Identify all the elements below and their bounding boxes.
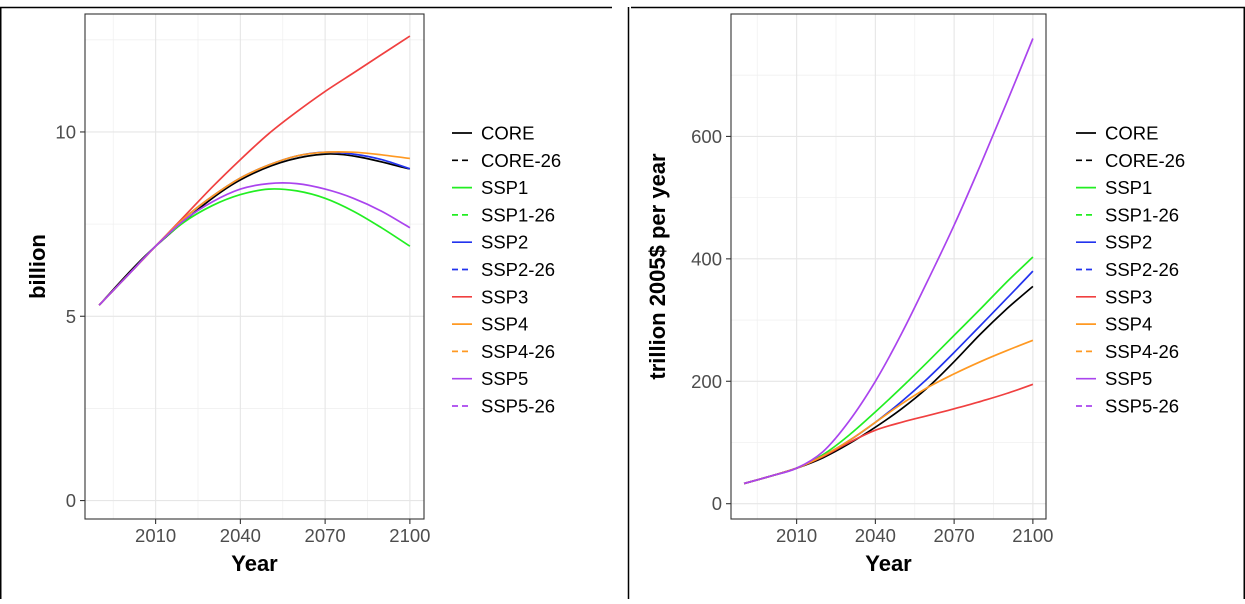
gridlines <box>731 14 1046 519</box>
plot-border <box>84 13 425 520</box>
legend-label-ssp3: SSP3 <box>481 286 528 307</box>
gridlines <box>85 14 424 519</box>
x-tick-label: 2010 <box>776 525 817 546</box>
legend-label-ssp2: SSP2 <box>1105 232 1152 253</box>
x-tick-label: 2040 <box>855 525 896 546</box>
population-chart: 2010 2040 2070 2100 0 5 10 Year billion CORE CORE-… <box>25 13 561 576</box>
x-tick-label: 2100 <box>1012 525 1053 546</box>
y-tick-label: 0 <box>712 493 722 514</box>
series-lines <box>98 35 411 306</box>
y-tick-label: 5 <box>66 306 76 327</box>
y-axis-title: billion <box>25 234 50 299</box>
y-tick-label: 0 <box>66 490 76 511</box>
legend: CORE CORE-26 SSP1 SSP1-26 SSP2 SSP2-26 SSP3 SSP… <box>1076 123 1185 417</box>
legend-label-ssp5-26: SSP5-26 <box>1105 396 1179 417</box>
legend-label-ssp4-26: SSP4-26 <box>1105 341 1179 362</box>
y-axis-title: trillion 2005$ per year <box>645 153 670 380</box>
x-axis-title: Year <box>231 551 278 576</box>
axis-ticks: 2010 2040 2070 2100 0 200 400 600 <box>691 126 1053 546</box>
series-line-core <box>98 153 411 306</box>
legend-label-ssp1: SSP1 <box>1105 177 1152 198</box>
legend-label-ssp1-26: SSP1-26 <box>1105 204 1179 225</box>
y-tick-label: 10 <box>55 121 76 142</box>
panel-borders <box>0 6 1245 599</box>
series-lines <box>743 38 1034 485</box>
legend-label-ssp2: SSP2 <box>481 232 528 253</box>
legend-label-core-26: CORE-26 <box>1105 150 1185 171</box>
series-line-ssp5 <box>98 182 411 306</box>
legend: CORE CORE-26 SSP1 SSP1-26 SSP2 SSP2-26 SSP3 SSP… <box>452 123 561 417</box>
legend-label-ssp4-26: SSP4-26 <box>481 341 555 362</box>
legend-label-core-26: CORE-26 <box>481 150 561 171</box>
y-tick-label: 600 <box>691 126 722 147</box>
legend-label-ssp1: SSP1 <box>481 177 528 198</box>
legend-label-ssp5: SSP5 <box>1105 368 1152 389</box>
x-tick-label: 2070 <box>934 525 975 546</box>
legend-label-ssp2-26: SSP2-26 <box>1105 259 1179 280</box>
x-axis-title: Year <box>865 551 912 576</box>
plot-border <box>730 13 1047 520</box>
legend-label-ssp5: SSP5 <box>481 368 528 389</box>
legend-label-ssp2-26: SSP2-26 <box>481 259 555 280</box>
x-tick-label: 2040 <box>220 525 261 546</box>
x-tick-label: 2010 <box>135 525 176 546</box>
legend-label-ssp4: SSP4 <box>1105 314 1152 335</box>
x-tick-label: 2100 <box>389 525 430 546</box>
legend-label-ssp4: SSP4 <box>481 314 528 335</box>
y-tick-label: 400 <box>691 248 722 269</box>
legend-label-core: CORE <box>481 123 534 144</box>
plot-area <box>731 14 1046 519</box>
x-tick-label: 2070 <box>305 525 346 546</box>
legend-label-ssp5-26: SSP5-26 <box>481 396 555 417</box>
legend-label-ssp1-26: SSP1-26 <box>481 204 555 225</box>
legend-label-core: CORE <box>1105 123 1158 144</box>
y-tick-label: 200 <box>691 371 722 392</box>
legend-label-ssp3: SSP3 <box>1105 286 1152 307</box>
axis-ticks: 2010 2040 2070 2100 0 5 10 <box>55 121 430 546</box>
gdp-chart: 2010 2040 2070 2100 0 200 400 600 Year trillion 2… <box>645 13 1185 576</box>
series-line-ssp5 <box>743 38 1034 485</box>
